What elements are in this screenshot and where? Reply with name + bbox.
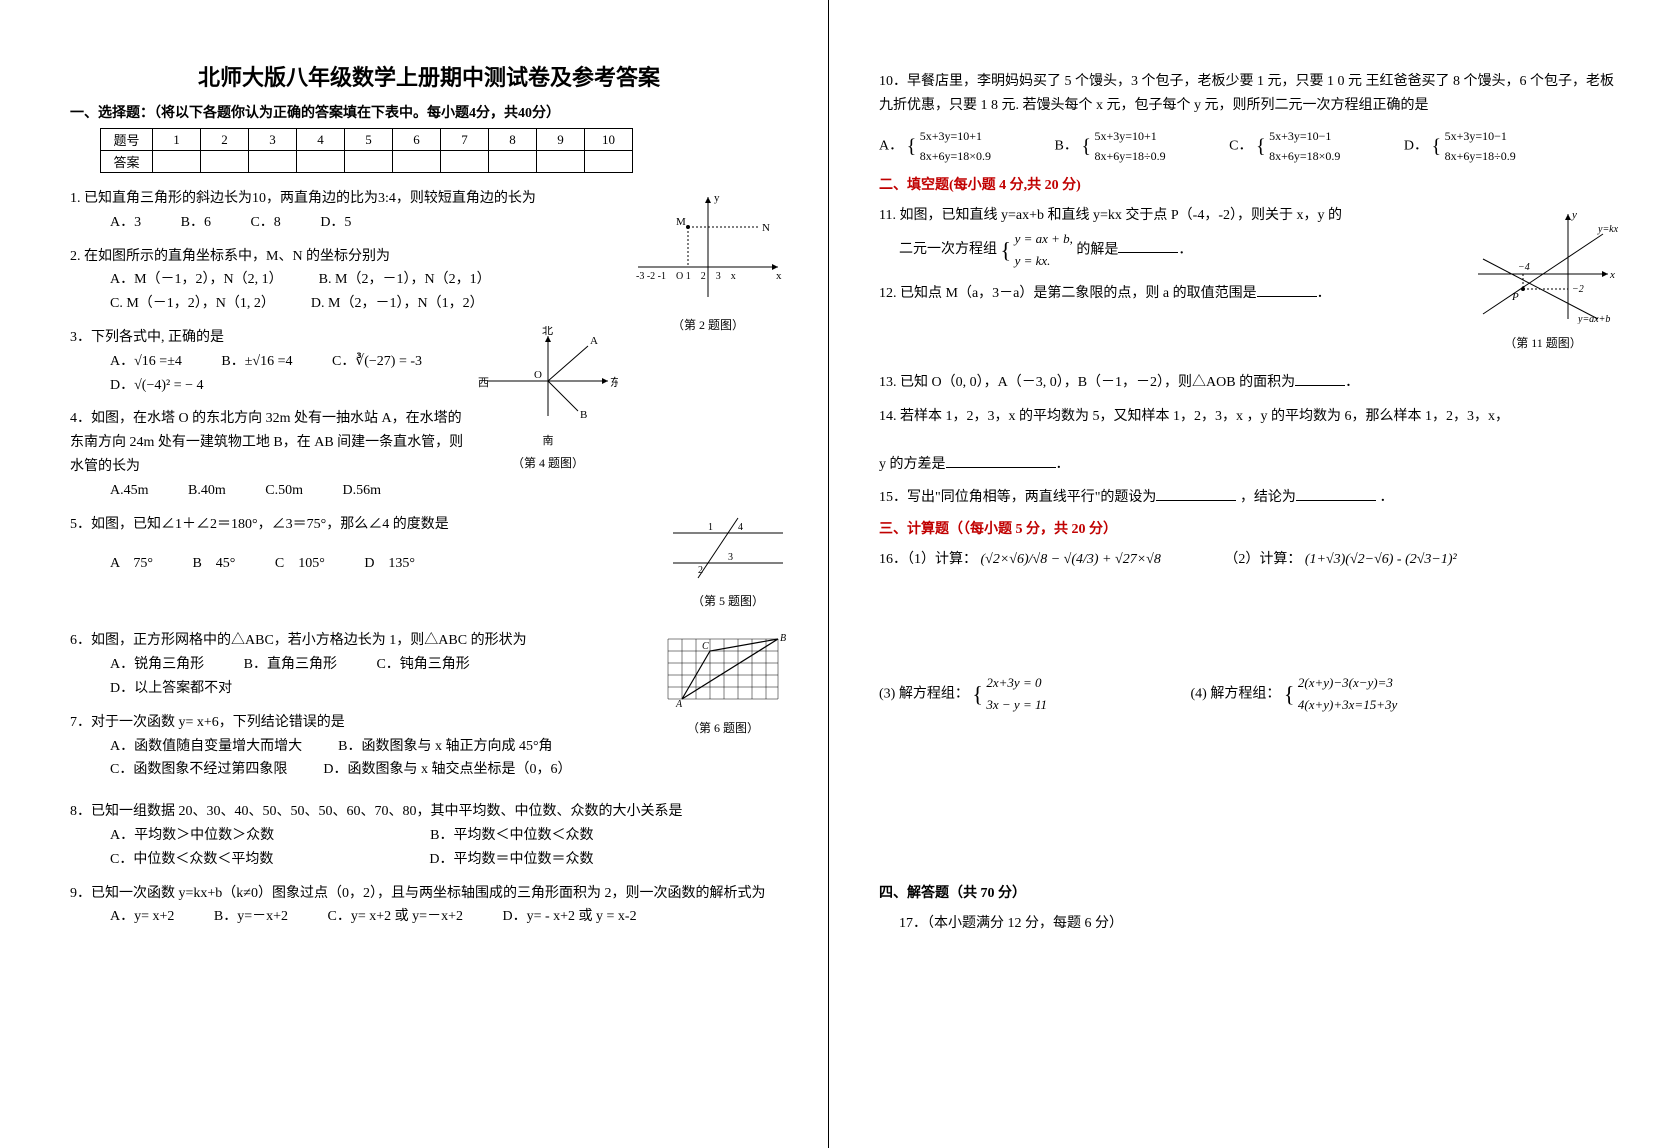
q15: 15．写出"同位角相等，两直线平行"的题设为 ，结论为 ． [879,486,1618,510]
blank [1296,487,1376,501]
q13: 13. 已知 O（0, 0），A（－3, 0），B（－1，－2），则△AOB 的… [879,371,1618,395]
svg-text:−4: −4 [1518,262,1530,273]
blank [1118,239,1178,253]
svg-text:西: 西 [478,377,489,389]
q17: 17．（本小题满分 12 分，每题 6 分） [899,912,1618,936]
answer-table: 题号 12 34 56 78 910 答案 [100,128,633,173]
svg-text:A: A [675,699,683,709]
svg-text:-3 -2 -1 O 1 2 3 x: -3 -2 -1 O 1 2 3 x [636,271,736,282]
svg-text:y: y [1571,209,1577,221]
section-2-head: 二、填空题(每小题 4 分,共 20 分) [879,174,1618,194]
svg-text:B: B [780,633,786,644]
figure-q4: A B O 北东 西 南 （第 4 题图） [478,326,618,473]
page-right: 10．早餐店里，李明妈妈买了 5 个馒头，3 个包子，老板少要 1 元，只要 1… [829,0,1658,1148]
lines-graph-icon: x y y=kx y=ax+b P −4 −2 [1468,204,1618,324]
svg-text:2: 2 [698,565,703,576]
section-4-head: 四、解答题（共 70 分） [879,882,1618,902]
q10C: C． { 5x+3y=10−18x+6y=18×0.9 [1229,126,1340,167]
svg-text:C: C [702,641,709,652]
blank [1295,372,1345,386]
q16-3: (3) 解方程组： { 2x+3y = 03x − y = 11 [879,672,1047,716]
svg-text:y=kx: y=kx [1597,224,1618,235]
compass-icon: A B O 北东 西 [478,326,618,426]
svg-text:x: x [776,270,782,282]
svg-text:4: 4 [738,522,743,533]
figure-q6: A C B （第 6 题图） [658,629,788,738]
figure-q5: 14 23 （第 5 题图） [668,513,788,612]
svg-text:A: A [590,335,598,347]
q9: 9．已知一次函数 y=kx+b（k≠0）图象过点（0，2），且与两坐标轴围成的三… [70,882,788,930]
svg-text:东: 东 [610,376,618,389]
q10A: A． { 5x+3y=10+18x+6y=18×0.9 [879,126,991,167]
blank [946,454,1056,468]
q8: 8．已知一组数据 20、30、40、50、50、50、60、70、80，其中平均… [70,800,788,871]
figure-q2: x y -3 -2 -1 O 1 2 3 x M N （第 2 题图） [628,187,788,336]
page-left: 北师大版八年级数学上册期中测试卷及参考答案 一、选择题：（将以下各题你认为正确的… [0,0,829,1148]
svg-text:x: x [1609,269,1615,281]
th-label: 题号 [101,129,153,151]
svg-text:P: P [1511,291,1519,303]
th-ans: 答案 [101,151,153,173]
lines-icon: 1 4 2 3 [668,513,788,583]
svg-text:B: B [580,409,587,421]
q11: xy y=kx y=ax+b P −4 −2 （第 11 题图） 11. 如图，… [879,204,1618,272]
blank [1156,487,1236,501]
blank [1257,283,1317,297]
q16: 16．（1）计算： (√2×√6)/√8 − √(4/3) + √27×√8 （… [879,548,1618,716]
q10D: D． { 5x+3y=10−18x+6y=18÷0.9 [1404,126,1516,167]
figure-q11: xy y=kx y=ax+b P −4 −2 （第 11 题图） [1468,204,1618,353]
q3: A B O 北东 西 南 （第 4 题图） 3．下列各式中, 正确的是 A．√1… [70,326,788,397]
q10: 10．早餐店里，李明妈妈买了 5 个馒头，3 个包子，老板少要 1 元，只要 1… [879,70,1618,166]
svg-text:1: 1 [708,522,713,533]
svg-text:N: N [762,222,770,234]
svg-text:y: y [714,192,720,204]
q5: 14 23 （第 5 题图） 5．如图，已知∠1＋∠2＝180°，∠3＝75°，… [70,513,788,577]
q1: xy -3 -2 -1 O 1 2 3 x M N （第 2 题图） 1. 已知… [70,187,788,235]
q10B: B． { 5x+3y=10+18x+6y=18÷0.9 [1055,126,1166,167]
svg-text:M: M [676,216,686,228]
svg-text:−2: −2 [1572,284,1584,295]
svg-text:y=ax+b: y=ax+b [1577,314,1610,324]
q4: 4．如图，在水塔 O 的东北方向 32m 处有一抽水站 A，在水塔的东南方向 2… [70,407,788,502]
table-row: 答案 [101,151,633,173]
section-3-head: 三、计算题（（每小题 5 分，共 20 分） [879,518,1618,538]
q6: A C B （第 6 题图） 6．如图，正方形网格中的△ABC，若小方格边长为 … [70,629,788,700]
exam-title: 北师大版八年级数学上册期中测试卷及参考答案 [70,60,788,92]
svg-text:北: 北 [542,326,553,337]
caption-q2: （第 2 题图） [628,315,788,335]
svg-text:3: 3 [728,552,733,563]
coord-icon: x y -3 -2 -1 O 1 2 3 x M N [628,187,788,307]
q14: 14. 若样本 1，2，3，x 的平均数为 5，又知样本 1，2，3，x ，y … [879,405,1618,476]
section-1-head: 一、选择题：（将以下各题你认为正确的答案填在下表中。每小题4分，共40分） [70,102,788,122]
table-row: 题号 12 34 56 78 910 [101,129,633,151]
svg-text:O: O [534,369,542,381]
q16-4: (4) 解方程组： { 2(x+y)−3(x−y)=34(x+y)+3x=15+… [1191,672,1398,716]
grid-icon: A C B [658,629,788,709]
